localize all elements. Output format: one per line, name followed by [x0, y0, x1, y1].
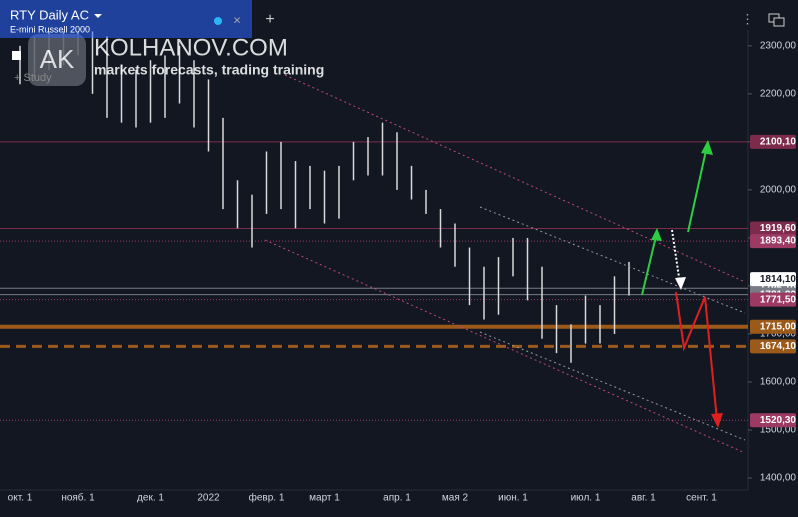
dropdown-icon[interactable] — [94, 14, 102, 18]
price-tag-label: 1674,10 — [760, 341, 797, 352]
add-tab-button[interactable]: + — [265, 11, 274, 28]
menu-button[interactable]: ⋮ — [741, 11, 754, 26]
watermark: AK KOLHANOV.COM markets forecasts, tradi… — [28, 34, 324, 86]
price-tag — [750, 221, 796, 236]
site: KOLHANOV.COM — [94, 34, 288, 61]
price-tag — [750, 134, 796, 149]
logo-box — [28, 34, 86, 86]
price-tag-label: 1715,00 — [760, 321, 797, 332]
status-dot — [214, 17, 222, 25]
x-tick-label: авг. 1 — [631, 493, 656, 504]
x-tick-label: июл. 1 — [571, 493, 601, 504]
price-tag — [750, 272, 796, 287]
y-tick-label: 1700,00 — [760, 329, 797, 340]
symbol-tab[interactable] — [0, 0, 252, 38]
x-tick-label: мая 2 — [442, 493, 469, 504]
arrow-down — [671, 229, 681, 285]
x-tick-label: июн. 1 — [498, 493, 528, 504]
arrow-path — [675, 291, 718, 421]
x-tick-label: нояб. 1 — [61, 492, 95, 504]
logo: AK — [40, 44, 75, 74]
price-tag — [750, 413, 796, 428]
x-tick-label: 2022 — [197, 493, 220, 504]
price-tag — [750, 339, 796, 354]
arrow-up — [641, 231, 658, 296]
symbol-description: E-mini Russell 2000 — [10, 24, 90, 34]
price-tag — [750, 292, 796, 307]
close-button[interactable]: × — [233, 12, 241, 27]
x-tick-label: сент. 1 — [686, 493, 717, 504]
forecast-arrows — [641, 140, 723, 428]
y-tick-label: 1400,00 — [760, 473, 797, 484]
x-tick-label: окт. 1 — [8, 493, 33, 504]
arrowhead — [711, 413, 723, 428]
y-tick-label: 2000,00 — [760, 185, 797, 196]
price-tag — [750, 234, 796, 249]
price-tag-label: 1814,10 — [760, 274, 797, 285]
price-tag-label: 1771,50 — [760, 294, 797, 305]
tagline: markets forecasts, trading training — [94, 62, 324, 78]
y-tick-label: 1500,00 — [760, 425, 797, 436]
price-tag-label: 1520,30 — [760, 415, 797, 426]
price-tag-label: 1893,40 — [760, 236, 797, 247]
y-tick-label: 2200,00 — [760, 89, 797, 100]
checkbox[interactable] — [12, 51, 21, 60]
levels — [0, 141, 748, 421]
y-tick-label: 2300,00 — [760, 40, 797, 51]
price-tag — [750, 319, 796, 334]
study-button[interactable]: + Study — [14, 72, 52, 84]
y-tick-label: 1600,00 — [760, 377, 797, 388]
symbol[interactable]: RTY Daily AC — [10, 7, 89, 22]
price-tag-label: 1919,60 — [760, 223, 797, 234]
channel-upper — [284, 74, 746, 283]
arrowhead — [701, 140, 713, 155]
x-tick-label: дек. 1 — [137, 493, 164, 504]
x-tick-label: февр. 1 — [249, 492, 285, 504]
arrowhead — [651, 228, 662, 241]
price-tag-label: 2100,10 — [760, 136, 797, 147]
x-tick-label: март 1 — [309, 493, 340, 504]
x-tick-label: апр. 1 — [383, 493, 411, 504]
arrow-up — [687, 145, 708, 233]
arrowhead — [675, 277, 686, 290]
layout-button[interactable] — [773, 17, 785, 27]
